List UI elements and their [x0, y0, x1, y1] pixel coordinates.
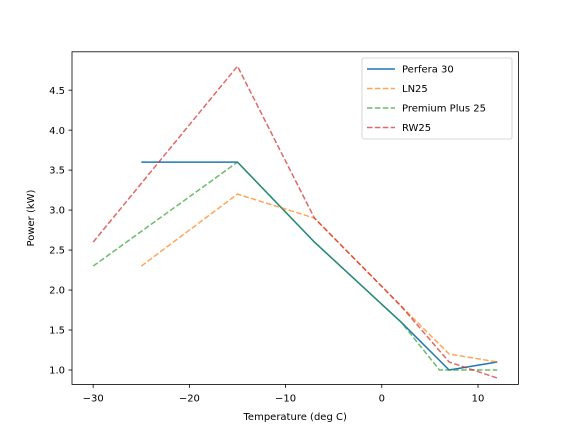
series-line-0: [141, 161, 498, 371]
legend-label-0: Perfera 30: [402, 65, 454, 76]
legend-label-3: RW25: [402, 123, 431, 134]
y-tick-label: 2.0: [49, 286, 65, 297]
plot-frame: [71, 51, 519, 385]
y-tick-label: 4.5: [49, 86, 65, 97]
legend: Perfera 30 LN25 Premium Plus 25 RW25: [361, 57, 513, 140]
y-tick-label: 2.5: [49, 246, 65, 257]
y-tick-label: 1.0: [49, 366, 65, 377]
y-axis: 1.0 1.5 2.0 2.5 3.0 3.5 4.0 4.5: [49, 86, 72, 377]
y-axis-label: Power (kW): [26, 189, 37, 246]
series-line-2: [92, 161, 498, 371]
x-tick-label: −30: [83, 393, 104, 404]
x-tick-label: 0: [379, 393, 385, 404]
legend-label-2: Premium Plus 25: [402, 104, 486, 115]
x-tick-label: 10: [472, 393, 485, 404]
y-tick-label: 3.5: [49, 166, 65, 177]
y-tick-label: 3.0: [49, 206, 65, 217]
series-line-3: [92, 65, 498, 379]
x-tick-label: −20: [179, 393, 200, 404]
y-tick-label: 1.5: [49, 326, 65, 337]
x-axis-label: Temperature (deg C): [243, 412, 347, 423]
x-tick-label: −10: [275, 393, 296, 404]
plot-lines: [92, 65, 498, 379]
series-line-1: [140, 193, 498, 363]
legend-label-1: LN25: [402, 84, 428, 95]
y-tick-label: 4.0: [49, 126, 65, 137]
legend-box: [361, 57, 513, 140]
x-axis: −30 −20 −10 0 10: [83, 384, 485, 404]
